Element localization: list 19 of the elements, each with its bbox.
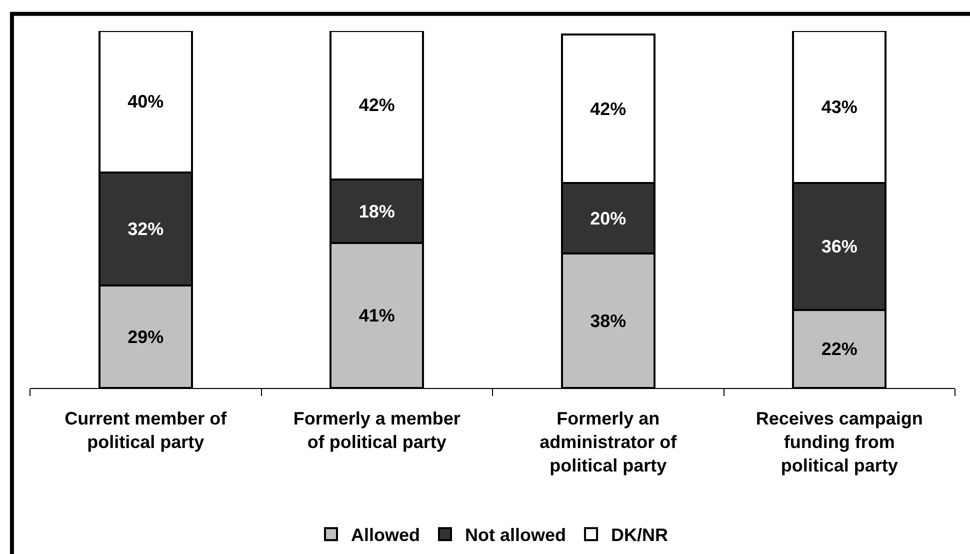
data-label: 32% [128,218,164,239]
data-label: 42% [590,98,626,119]
legend-label: Not allowed [465,525,566,546]
data-label: 43% [821,96,858,117]
data-label: 42% [358,95,395,116]
data-label: 22% [821,339,858,360]
legend-label: DK/NR [611,525,668,546]
data-label: 36% [821,236,858,257]
x-tick-label: Formerly a member of political party [293,408,460,452]
data-label: 38% [590,310,626,331]
data-label: 18% [358,201,395,222]
data-label: 41% [358,306,395,326]
data-label: 29% [128,326,164,347]
x-tick-label: Current member of political party [64,408,228,452]
data-label: 20% [590,208,626,228]
data-label: 40% [128,92,164,112]
legend-label: Allowed [351,525,420,546]
x-tick-label: Receives campaign funding from political party [756,408,923,476]
x-tick-label: Formerly an administrator of political party [540,408,678,476]
